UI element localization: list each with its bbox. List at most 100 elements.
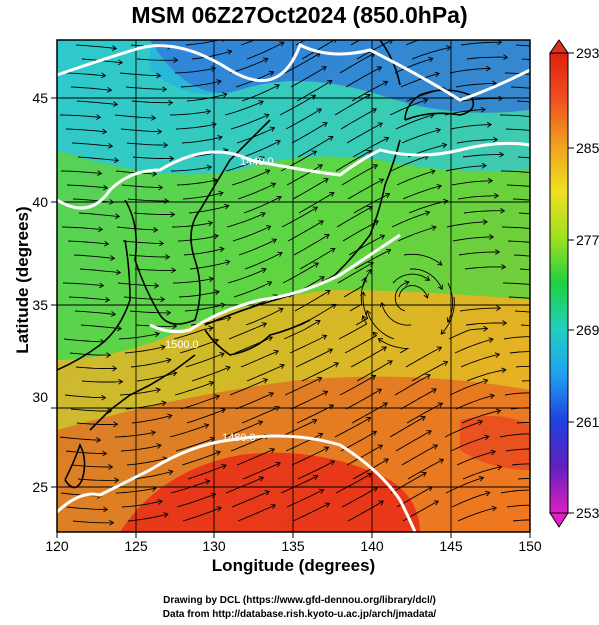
streamline: [449, 67, 491, 74]
streamline: [175, 437, 215, 452]
streamline-arrowhead: [382, 25, 387, 29]
streamline-arrowhead: [488, 234, 495, 240]
streamline: [125, 401, 167, 410]
streamline-arrowhead: [481, 162, 487, 169]
streamline: [226, 212, 266, 228]
streamline-arrowhead: [502, 320, 508, 326]
streamline-arrowhead: [271, 238, 278, 244]
streamline-arrowhead: [264, 113, 270, 119]
streamline: [394, 374, 431, 396]
streamline-arrowhead: [424, 210, 431, 216]
streamline-arrowhead: [218, 190, 224, 197]
streamline: [340, 108, 377, 130]
streamline: [79, 268, 121, 274]
streamline: [295, 348, 333, 368]
streamline-arrowhead: [152, 171, 158, 177]
streamline-arrowhead: [544, 241, 548, 246]
streamline-arrowhead: [318, 488, 325, 494]
streamline: [186, 93, 227, 102]
streamline: [352, 137, 389, 158]
streamline: [128, 254, 170, 258]
streamline: [354, 249, 391, 270]
streamline-arrowhead: [378, 500, 385, 506]
streamline-arrowhead: [216, 506, 222, 512]
streamline-arrowhead: [267, 336, 274, 342]
streamline-arrowhead: [168, 469, 174, 476]
streamline: [395, 430, 432, 452]
streamline-arrowhead: [478, 475, 485, 482]
streamline: [401, 129, 441, 144]
streamline: [180, 395, 220, 410]
streamline-arrowhead: [543, 503, 547, 508]
streamline: [61, 226, 103, 231]
streamline-arrowhead: [115, 269, 122, 276]
streamline: [351, 402, 388, 424]
streamline: [224, 421, 263, 438]
streamline-arrowhead: [371, 430, 378, 436]
streamline-arrowhead: [275, 461, 281, 468]
streamline-arrowhead: [541, 73, 545, 78]
streamline-arrowhead: [160, 344, 166, 351]
streamline-arrowhead: [366, 268, 372, 275]
contour-label-east: 1500.0: [165, 339, 199, 351]
streamline: [180, 80, 222, 88]
streamline: [285, 433, 323, 452]
streamline-arrowhead: [389, 40, 394, 45]
streamline: [334, 94, 371, 116]
streamline-arrowhead: [366, 472, 373, 479]
streamline: [341, 487, 378, 508]
streamline-arrowhead: [162, 86, 168, 93]
streamline: [117, 282, 159, 287]
streamline: [136, 58, 178, 61]
streamline-arrowhead: [324, 502, 331, 508]
streamline-arrowhead: [322, 390, 329, 396]
streamline-arrowhead: [428, 56, 434, 63]
contour-line-south: [57, 434, 417, 532]
streamline-arrowhead: [327, 348, 334, 354]
streamline: [175, 123, 217, 130]
streamline-arrowhead: [268, 392, 275, 398]
ryukyu-islands: [89, 354, 196, 431]
streamline: [366, 310, 395, 340]
streamline-arrowhead: [365, 416, 372, 423]
colorbar-body: [549, 52, 569, 514]
streamline: [349, 277, 366, 312]
streamline-arrowhead: [382, 80, 389, 86]
streamline-arrowhead: [494, 192, 500, 199]
streamline: [506, 504, 530, 508]
streamline-arrowhead: [367, 206, 373, 212]
streamline-arrowhead: [498, 95, 504, 102]
streamline: [512, 198, 530, 201]
lon-tick-label: 130: [202, 538, 226, 554]
streamline-arrowhead: [150, 430, 157, 436]
streamline-arrowhead: [103, 240, 110, 247]
streamline-arrowhead: [370, 374, 377, 380]
streamline: [286, 489, 324, 508]
streamline: [343, 269, 372, 298]
streamline-arrowhead: [169, 155, 175, 162]
streamline-arrowhead: [259, 156, 265, 162]
streamline-arrowhead: [430, 169, 436, 175]
streamline-arrowhead: [98, 282, 105, 289]
streamline-arrowhead: [311, 150, 318, 156]
data-credit: Data from http://database.rish.kyoto-u.a…: [162, 609, 437, 620]
streamline-arrowhead: [106, 86, 113, 93]
streamline-arrowhead: [323, 446, 330, 452]
streamline: [335, 473, 372, 494]
streamline: [65, 450, 107, 455]
streamline-arrowhead: [203, 423, 210, 429]
streamline: [118, 333, 160, 340]
contour-line-north: [57, 42, 530, 102]
streamline-arrowhead: [97, 226, 104, 233]
streamline: [177, 235, 219, 242]
streamline-arrowhead: [545, 297, 549, 302]
streamline-arrowhead: [426, 430, 432, 436]
streamline-arrowhead: [172, 323, 178, 330]
streamline: [447, 282, 454, 323]
streamline-arrowhead: [424, 275, 431, 281]
streamline: [460, 41, 502, 46]
streamline: [456, 139, 498, 144]
streamline: [132, 470, 173, 480]
streamline: [411, 361, 448, 382]
